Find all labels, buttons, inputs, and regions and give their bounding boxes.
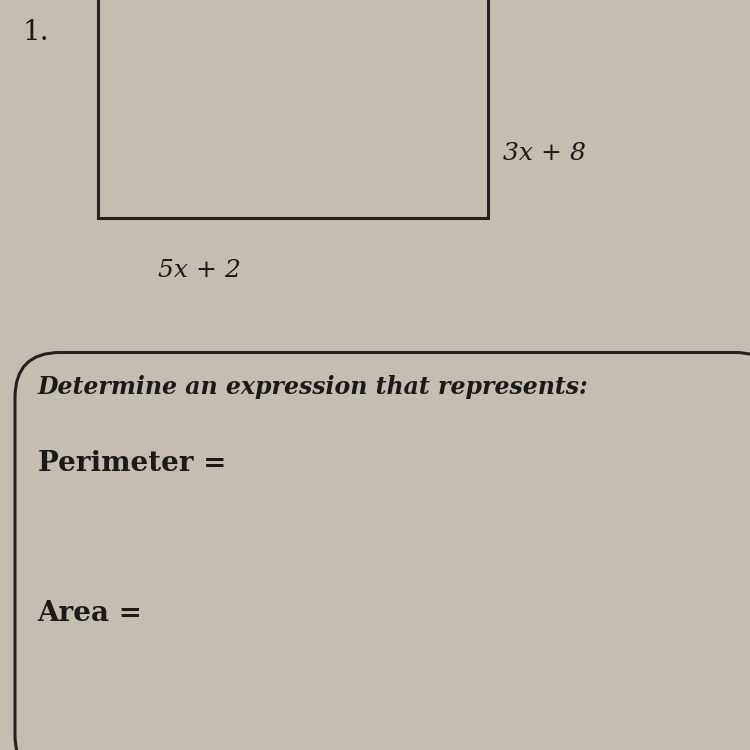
Bar <box>98 0 488 217</box>
Text: 1.: 1. <box>22 19 50 46</box>
Text: Perimeter =: Perimeter = <box>38 450 226 477</box>
Text: 3x + 8: 3x + 8 <box>503 142 585 165</box>
Text: Determine an expression that represents:: Determine an expression that represents: <box>38 375 588 399</box>
FancyBboxPatch shape <box>15 352 750 750</box>
Text: Area =: Area = <box>38 600 142 627</box>
Text: 5x + 2: 5x + 2 <box>158 259 240 282</box>
